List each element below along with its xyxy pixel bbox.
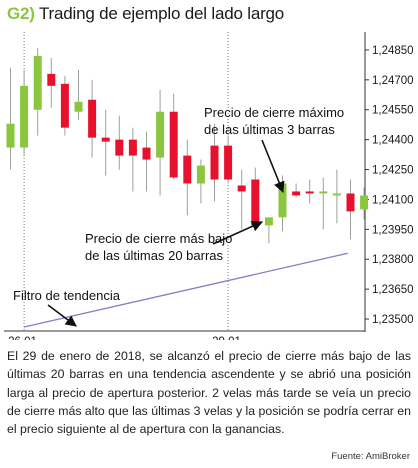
chart-description: El 29 de enero de 2018, se alcanzó el pr… [7, 349, 411, 437]
candle-6 [88, 79, 97, 158]
candle-body [20, 85, 29, 148]
candle-7 [101, 109, 110, 176]
candle-body [305, 191, 314, 194]
chart-title-text: Trading de ejemplo del lado largo [38, 4, 285, 23]
candle-1 [20, 69, 29, 156]
candle-body [60, 83, 69, 128]
trend-filter-arrow [47, 304, 77, 327]
candle-body [237, 185, 246, 192]
trend-filter-line [23, 252, 348, 328]
candle-10 [142, 131, 151, 192]
candle-26 [360, 187, 369, 220]
candle-4 [60, 75, 69, 136]
candle-body [156, 111, 165, 158]
candle-body [332, 193, 341, 196]
candle-5 [74, 69, 83, 120]
candle-body [292, 191, 301, 196]
candle-body [142, 147, 151, 160]
candle-body [278, 183, 287, 218]
y-tick-label-5: 1,24100 [372, 194, 414, 206]
candle-18 [251, 167, 260, 228]
max-close-arrow [261, 139, 285, 194]
min-close-arrow [212, 221, 264, 245]
candle-14 [196, 159, 205, 204]
trend-filter-annotation: Filtro de tendencia [13, 288, 120, 303]
y-tick-label-7: 1,23800 [372, 254, 414, 266]
x-tick-label-0: 26.01. [8, 336, 40, 340]
y-tick-label-1: 1,24700 [372, 75, 414, 87]
candle-body [128, 139, 137, 156]
candle-body [264, 217, 273, 226]
candle-body [88, 99, 97, 138]
candle-23 [319, 177, 328, 230]
candlestick-chart: 1,24850 1,24700 1,24550 1,24400 1,24250 1,241… [4, 32, 414, 340]
candle-body [183, 155, 192, 184]
candle-body [196, 165, 205, 184]
candle-22 [305, 179, 314, 204]
y-tick-label-0: 1,24850 [372, 45, 414, 57]
candle-2 [33, 47, 42, 136]
candle-0 [6, 67, 15, 170]
candle-15 [210, 123, 219, 202]
candle-24 [332, 169, 341, 224]
candle-body [169, 111, 178, 178]
candle-17 [237, 169, 246, 230]
candle-21 [292, 183, 301, 198]
y-tick-label-8: 1,23650 [372, 284, 414, 296]
candle-body [210, 145, 219, 180]
y-tick-label-6: 1,23950 [372, 224, 414, 236]
source-note: Fuente: AmiBroker [331, 451, 410, 462]
candle-8 [115, 115, 124, 170]
candle-body [74, 101, 83, 112]
candle-body [6, 123, 15, 148]
max-close-annotation: Precio de cierre máximo de las últimas 3… [204, 104, 344, 138]
candle-19 [264, 217, 273, 244]
max-close-annotation-line1: Precio de cierre máximo [204, 105, 345, 120]
candle-body [251, 179, 260, 226]
y-tick-label-3: 1,24400 [372, 135, 414, 147]
y-tick-label-9: 1,23500 [372, 314, 414, 326]
min-close-annotation-line1: Precio de cierre más bajo [85, 231, 233, 246]
min-close-annotation-line2: de las últimas 20 barras [85, 248, 224, 263]
candle-body [47, 73, 56, 86]
min-close-annotation: Precio de cierre más bajo de las últimas… [85, 230, 232, 264]
y-tick-label-4: 1,24250 [372, 165, 414, 177]
candle-16 [224, 135, 233, 184]
candle-body [346, 193, 355, 212]
y-tick-label-2: 1,24550 [372, 105, 414, 117]
candle-9 [128, 127, 137, 192]
max-close-annotation-line2: de las últimas 3 barras [204, 122, 335, 137]
candle-body [360, 195, 369, 210]
candle-body [33, 55, 42, 110]
chart-tag: G2) [7, 4, 35, 23]
candle-12 [169, 93, 178, 180]
chart-title: G2) Trading de ejemplo del lado largo [7, 4, 284, 24]
candle-body [101, 137, 110, 142]
x-tick-label-1: 29.01. [212, 336, 244, 340]
candle-3 [47, 57, 56, 108]
candle-body [115, 139, 124, 156]
candle-11 [156, 89, 165, 196]
candle-body [319, 191, 328, 194]
candle-13 [183, 139, 192, 216]
candle-body [224, 145, 233, 180]
candle-25 [346, 179, 355, 240]
